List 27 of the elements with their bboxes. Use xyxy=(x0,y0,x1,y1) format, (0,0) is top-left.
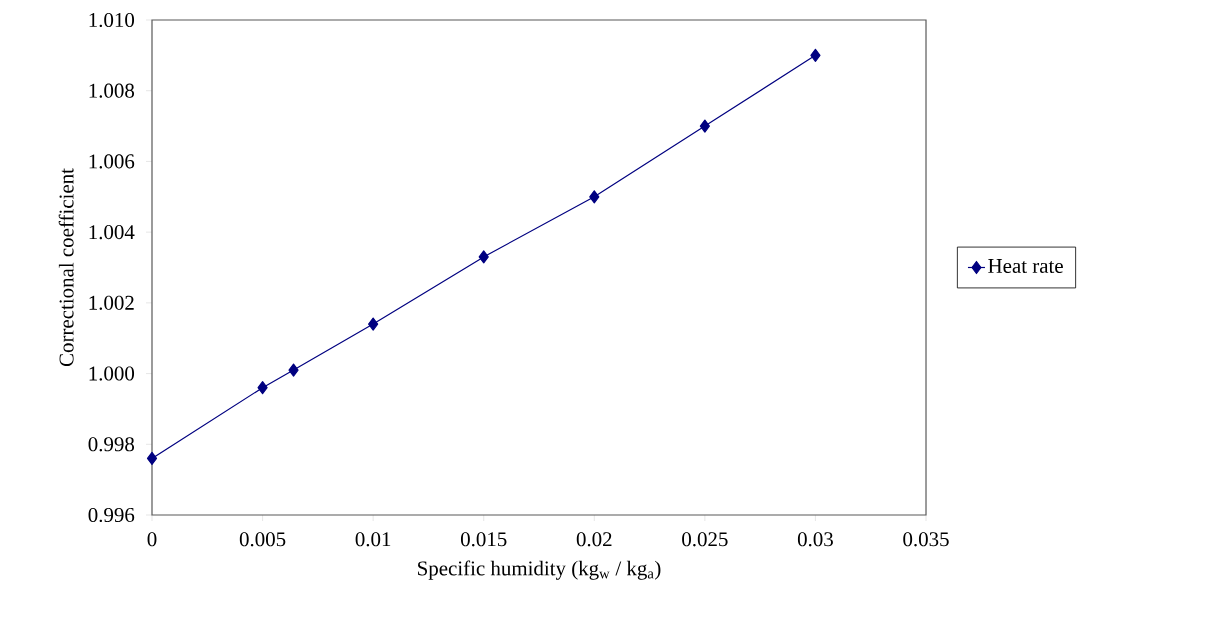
point xyxy=(288,363,299,377)
y-tick-label: 0.998 xyxy=(88,437,135,452)
x-tick-label: 0.035 xyxy=(903,532,949,547)
point xyxy=(257,381,268,395)
x-tick-label: 0 xyxy=(147,532,157,547)
x-axis-title: Specific humidity (kg$_{w}$ / kg$_{a}$) xyxy=(418,560,661,580)
y-tick-label: 1.008 xyxy=(89,83,135,98)
point xyxy=(146,451,158,466)
point xyxy=(589,190,600,204)
y-axis-title: Correctional coefficient xyxy=(58,168,74,367)
x-tick-label: 0.03 xyxy=(797,532,833,547)
x-tick-label: 0.025 xyxy=(682,532,728,547)
y-tick-label: 1.004 xyxy=(89,225,135,240)
point xyxy=(478,250,489,264)
y-tick-label: 1.006 xyxy=(89,154,135,169)
legend-label: Heat rate xyxy=(988,259,1063,273)
y-tick-label: 1.010 xyxy=(89,12,135,28)
x-tick-label: 0.015 xyxy=(460,532,507,547)
x-tick-label: 0.02 xyxy=(576,532,612,547)
y-tick-label: 1.000 xyxy=(89,366,135,381)
y-tick-label: 1.002 xyxy=(89,295,134,310)
point xyxy=(368,317,379,331)
point xyxy=(699,119,710,133)
x-tick-label: 0.005 xyxy=(239,532,286,547)
point xyxy=(810,48,821,62)
x-tick-label: 0.01 xyxy=(355,532,391,547)
y-tick-label: 0.996 xyxy=(88,507,135,523)
